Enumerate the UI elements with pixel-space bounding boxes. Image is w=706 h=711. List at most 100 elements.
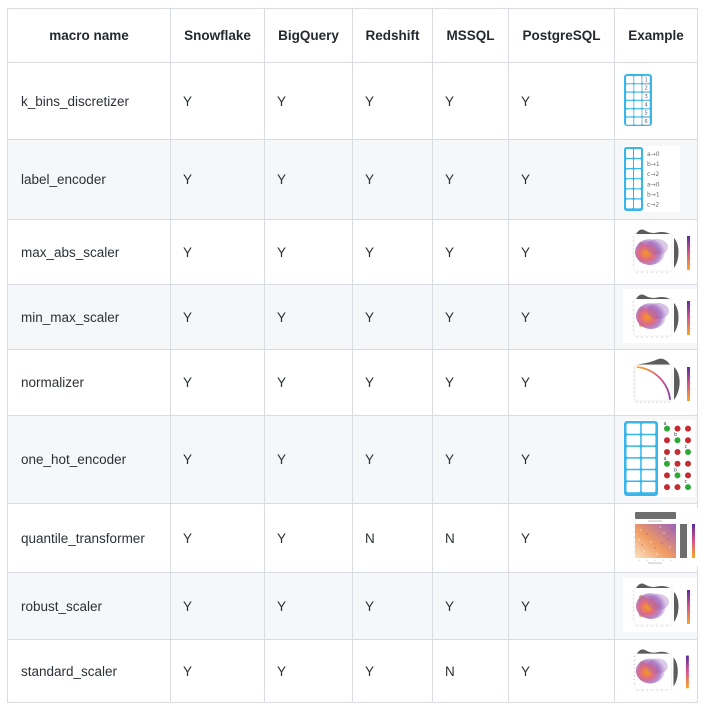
- mssql-cell: Y: [432, 139, 509, 220]
- jointplot-curve-icon: [623, 354, 697, 409]
- postgresql-cell: Y: [508, 572, 615, 640]
- bin-number: 6: [644, 119, 647, 125]
- bigquery-cell: Y: [264, 284, 353, 350]
- macro-name-cell: robust_scaler: [7, 572, 171, 640]
- bigquery-cell: Y: [264, 139, 353, 220]
- snowflake-cell: Y: [170, 349, 265, 416]
- table-row: k_bins_discretizer Y Y Y Y Y: [7, 62, 698, 140]
- snowflake-cell: Y: [170, 503, 265, 573]
- snowflake-cell: Y: [170, 284, 265, 350]
- jointplot-scatter-icon: [623, 644, 697, 696]
- macro-name-cell: max_abs_scaler: [7, 219, 171, 285]
- category-label: c: [685, 444, 688, 450]
- postgresql-cell: Y: [508, 639, 615, 703]
- redshift-cell: Y: [352, 349, 433, 416]
- example-cell: a b c a b c: [614, 415, 698, 504]
- example-cell: 1 2 3 4 5 6: [614, 62, 698, 140]
- col-header-snowflake: Snowflake: [170, 8, 265, 63]
- col-header-redshift: Redshift: [352, 8, 433, 63]
- one-hot-table-dots-icon: a b c a b c: [623, 420, 695, 497]
- redshift-cell: Y: [352, 139, 433, 220]
- mssql-cell: Y: [432, 284, 509, 350]
- col-header-postgresql: PostgreSQL: [508, 8, 615, 63]
- col-header-example: Example: [614, 8, 698, 63]
- macro-name-cell: min_max_scaler: [7, 284, 171, 350]
- label-mapping-text: c→2: [647, 201, 659, 208]
- macro-name-cell: standard_scaler: [7, 639, 171, 703]
- bin-number: 1: [644, 77, 647, 83]
- table-row: min_max_scaler Y Y Y Y Y: [7, 284, 698, 350]
- redshift-cell: Y: [352, 219, 433, 285]
- example-cell: [614, 572, 698, 640]
- postgresql-cell: Y: [508, 219, 615, 285]
- postgresql-cell: Y: [508, 503, 615, 573]
- mssql-cell: Y: [432, 219, 509, 285]
- table-row: robust_scaler Y Y Y Y Y: [7, 572, 698, 640]
- postgresql-cell: Y: [508, 284, 615, 350]
- table-row: one_hot_encoder Y Y Y Y Y: [7, 415, 698, 504]
- example-cell: [614, 284, 698, 350]
- col-header-mssql: MSSQL: [432, 8, 509, 63]
- label-mapping-text: c→2: [647, 171, 659, 178]
- macro-name-cell: label_encoder: [7, 139, 171, 220]
- bigquery-cell: Y: [264, 415, 353, 504]
- postgresql-cell: Y: [508, 349, 615, 416]
- table-row: normalizer Y Y Y Y Y: [7, 349, 698, 416]
- redshift-cell: Y: [352, 62, 433, 140]
- category-label: c: [685, 479, 688, 485]
- macro-name-cell: one_hot_encoder: [7, 415, 171, 504]
- example-cell: [614, 503, 703, 573]
- table-row: quantile_transformer Y Y N N Y: [7, 503, 703, 573]
- bin-number: 3: [644, 94, 647, 100]
- mssql-cell: Y: [432, 349, 509, 416]
- macro-support-matrix-table: macro name Snowflake BigQuery Redshift M…: [7, 8, 703, 703]
- label-mapping-text: b→1: [647, 161, 660, 168]
- snowflake-cell: Y: [170, 572, 265, 640]
- category-label: b: [674, 468, 677, 474]
- snowflake-cell: Y: [170, 139, 265, 220]
- bigquery-cell: Y: [264, 219, 353, 285]
- example-cell: a→0 b→1 c→2 a→0 b→1 c→2: [614, 139, 698, 220]
- postgresql-cell: Y: [508, 139, 615, 220]
- table-row: standard_scaler Y Y Y N Y: [7, 639, 698, 703]
- category-label: b: [674, 432, 677, 438]
- bin-number: 5: [644, 111, 647, 117]
- jointplot-scatter-icon: [623, 578, 697, 632]
- bin-number: 4: [644, 102, 648, 108]
- bigquery-cell: Y: [264, 349, 353, 416]
- bigquery-cell: Y: [264, 62, 353, 140]
- col-header-macro-name: macro name: [7, 8, 171, 63]
- label-mapping-text: a→0: [647, 151, 660, 158]
- mssql-cell: N: [432, 639, 509, 703]
- postgresql-cell: Y: [508, 415, 615, 504]
- example-cell: [614, 639, 698, 703]
- macro-name-cell: quantile_transformer: [7, 503, 171, 573]
- mssql-cell: Y: [432, 415, 509, 504]
- header-row: macro name Snowflake BigQuery Redshift M…: [7, 8, 698, 63]
- snowflake-cell: Y: [170, 62, 265, 140]
- category-label: a: [664, 421, 667, 427]
- table-row: max_abs_scaler Y Y Y Y Y: [7, 219, 698, 285]
- label-mapping-text: b→1: [647, 191, 660, 198]
- bin-number: 2: [644, 86, 647, 92]
- k-bins-table-icon: 1 2 3 4 5 6: [623, 73, 653, 127]
- col-header-bigquery: BigQuery: [264, 8, 353, 63]
- redshift-cell: Y: [352, 415, 433, 504]
- snowflake-cell: Y: [170, 639, 265, 703]
- quantile-heatmap-icon: [623, 508, 703, 566]
- redshift-cell: Y: [352, 284, 433, 350]
- snowflake-cell: Y: [170, 415, 265, 504]
- macro-name-cell: normalizer: [7, 349, 171, 416]
- postgresql-cell: Y: [508, 62, 615, 140]
- jointplot-scatter-icon: [623, 289, 697, 343]
- mssql-cell: Y: [432, 62, 509, 140]
- bigquery-cell: Y: [264, 572, 353, 640]
- example-cell: [614, 219, 698, 285]
- macro-name-cell: k_bins_discretizer: [7, 62, 171, 140]
- jointplot-scatter-icon: [623, 224, 697, 278]
- table-row: label_encoder Y Y Y Y Y: [7, 139, 698, 220]
- example-cell: [614, 349, 698, 416]
- label-mapping-text: a→0: [647, 181, 660, 188]
- bigquery-cell: Y: [264, 503, 353, 573]
